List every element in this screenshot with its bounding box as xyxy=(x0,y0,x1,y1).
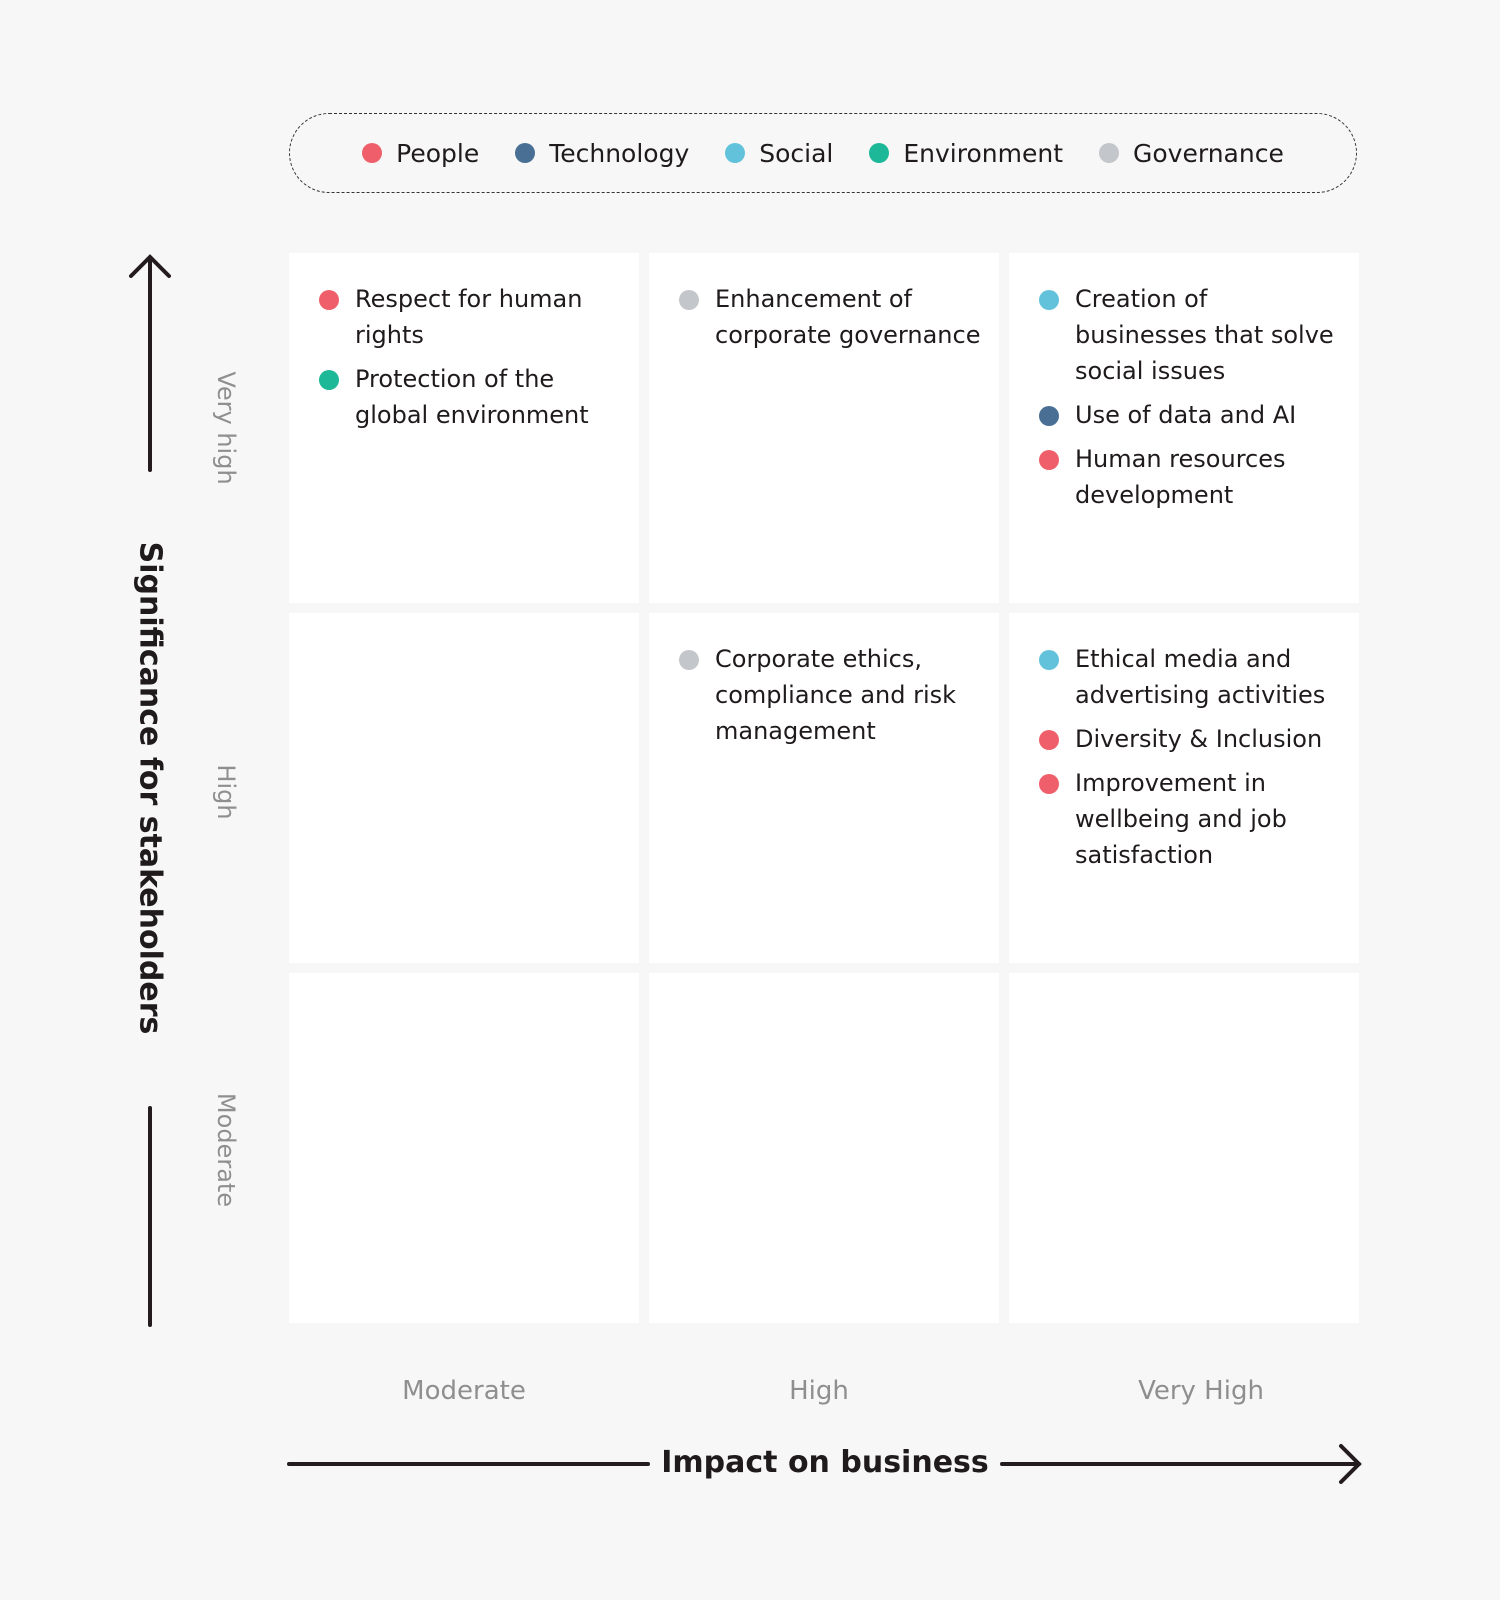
x-level-high: High xyxy=(789,1376,849,1406)
entry-text: Corporate ethics, compliance and risk ma… xyxy=(715,645,957,745)
x-axis-title: Impact on business xyxy=(661,1445,989,1480)
legend-label: People xyxy=(396,138,480,168)
entry-text: Enhancement of corporate governance xyxy=(715,285,981,349)
entry-text: Respect for human rights xyxy=(355,285,583,349)
cell-high-moderate xyxy=(289,613,639,963)
materiality-matrix: Respect for human rights Protection of t… xyxy=(289,253,1359,1323)
legend-label: Governance xyxy=(1133,138,1284,168)
entry-text: Creation of businesses that solve social… xyxy=(1075,285,1334,385)
legend: People Technology Social Environment Gov… xyxy=(289,113,1357,193)
matrix-entry: Improvement in wellbeing and job satisfa… xyxy=(1039,765,1341,873)
y-level-moderate: Moderate xyxy=(212,1092,240,1208)
social-dot-icon xyxy=(725,143,746,163)
x-level-very-high: Very High xyxy=(1138,1376,1264,1406)
y-axis-arrow-icon xyxy=(129,254,171,1327)
legend-label: Social xyxy=(759,138,834,168)
entry-text: Protection of the global environment xyxy=(355,365,589,429)
matrix-entry: Ethical media and advertising activities xyxy=(1039,641,1341,713)
environment-dot-icon xyxy=(319,370,339,390)
people-dot-icon xyxy=(1039,450,1059,470)
legend-item-governance: Governance xyxy=(1099,139,1284,168)
cell-very-high-moderate: Respect for human rights Protection of t… xyxy=(289,253,639,603)
entry-text: Diversity & Inclusion xyxy=(1075,725,1323,753)
people-dot-icon xyxy=(1039,774,1059,794)
governance-dot-icon xyxy=(679,650,699,670)
governance-dot-icon xyxy=(679,290,699,310)
people-dot-icon xyxy=(319,290,339,310)
technology-dot-icon xyxy=(1039,406,1059,426)
matrix-entry: Corporate ethics, compliance and risk ma… xyxy=(679,641,981,749)
x-level-moderate: Moderate xyxy=(402,1376,526,1406)
matrix-entry: Diversity & Inclusion xyxy=(1039,721,1341,757)
cell-very-high-very-high: Creation of businesses that solve social… xyxy=(1009,253,1359,603)
entry-text: Use of data and AI xyxy=(1075,401,1297,429)
legend-item-environment: Environment xyxy=(869,139,1063,168)
matrix-entry: Respect for human rights xyxy=(319,281,621,353)
social-dot-icon xyxy=(1039,290,1059,310)
entry-text: Ethical media and advertising activities xyxy=(1075,645,1326,709)
y-axis-title: Significance for stakeholders xyxy=(132,541,168,1035)
social-dot-icon xyxy=(1039,650,1059,670)
entry-text: Human resources development xyxy=(1075,445,1286,509)
y-level-high: High xyxy=(212,764,240,820)
cell-moderate-high xyxy=(649,973,999,1323)
matrix-entry: Human resources development xyxy=(1039,441,1341,513)
cell-high-high: Corporate ethics, compliance and risk ma… xyxy=(649,613,999,963)
people-dot-icon xyxy=(362,143,383,163)
cell-moderate-moderate xyxy=(289,973,639,1323)
matrix-entry: Creation of businesses that solve social… xyxy=(1039,281,1341,389)
legend-label: Technology xyxy=(549,138,690,168)
cell-high-very-high: Ethical media and advertising activities… xyxy=(1009,613,1359,963)
cell-very-high-high: Enhancement of corporate governance xyxy=(649,253,999,603)
x-axis-arrow-icon xyxy=(287,1444,1362,1484)
environment-dot-icon xyxy=(869,143,890,163)
legend-item-technology: Technology xyxy=(515,139,689,168)
matrix-entry: Use of data and AI xyxy=(1039,397,1341,433)
entry-text: Improvement in wellbeing and job satisfa… xyxy=(1075,769,1287,869)
legend-item-social: Social xyxy=(725,139,833,168)
matrix-entry: Enhancement of corporate governance xyxy=(679,281,981,353)
people-dot-icon xyxy=(1039,730,1059,750)
technology-dot-icon xyxy=(515,143,536,163)
legend-label: Environment xyxy=(903,138,1064,168)
cell-moderate-very-high xyxy=(1009,973,1359,1323)
matrix-entry: Protection of the global environment xyxy=(319,361,621,433)
legend-item-people: People xyxy=(362,139,479,168)
y-level-very-high: Very high xyxy=(212,371,240,485)
governance-dot-icon xyxy=(1099,143,1120,163)
